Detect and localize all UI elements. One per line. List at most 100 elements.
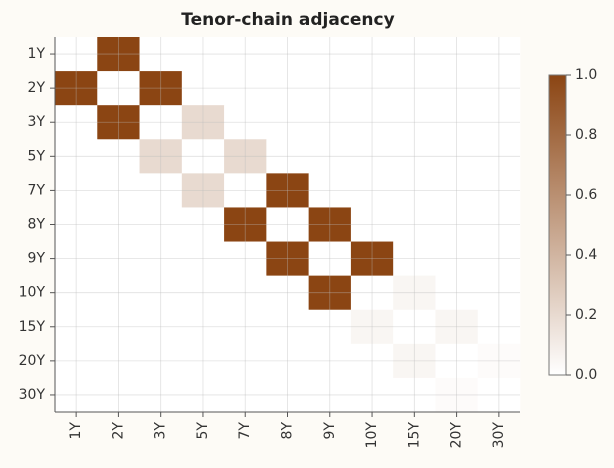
y-tick-label: 3Y <box>28 114 46 130</box>
heatmap-cell <box>308 173 352 208</box>
heatmap-cell <box>435 309 479 345</box>
heatmap-cell <box>393 139 436 174</box>
x-tick-label: 20Y <box>449 422 465 449</box>
heatmap-cell <box>224 71 267 106</box>
heatmap-cell <box>393 275 436 311</box>
heatmap-cell <box>139 37 183 72</box>
heatmap-cell <box>435 173 479 208</box>
heatmap-cell <box>350 71 394 106</box>
heatmap-cell <box>97 275 140 311</box>
heatmap-cell <box>350 139 394 174</box>
heatmap-cell <box>435 37 479 72</box>
heatmap-cell <box>97 173 140 208</box>
heatmap-cell <box>139 309 183 345</box>
heatmap-cell <box>55 377 98 413</box>
x-tick-label: 7Y <box>237 422 253 440</box>
heatmap-cell <box>393 207 436 242</box>
y-tick-label: 9Y <box>28 251 46 267</box>
heatmap-cell <box>139 173 183 208</box>
heatmap-cell <box>55 207 98 242</box>
heatmap-cell <box>477 207 521 242</box>
heatmap-cell <box>55 275 98 311</box>
x-tick-label: 2Y <box>110 422 126 440</box>
colorbar-tick-label: 0.4 <box>575 247 597 263</box>
x-tick-label: 15Y <box>406 422 422 449</box>
heatmap-cell <box>97 139 140 174</box>
x-tick-label: 10Y <box>364 422 380 449</box>
heatmap-cell <box>435 275 479 311</box>
heatmap-cell <box>350 343 394 379</box>
heatmap-cell <box>350 377 394 413</box>
heatmap-cell <box>393 173 436 208</box>
heatmap-cell <box>477 139 521 174</box>
heatmap-cell <box>477 173 521 208</box>
heatmap-cell <box>266 139 309 174</box>
heatmap-cell <box>55 241 98 276</box>
heatmap-cell <box>181 71 225 106</box>
heatmap-cell <box>224 105 267 140</box>
y-tick-label: 7Y <box>28 182 46 198</box>
heatmap-cell <box>393 377 436 413</box>
heatmap-cell <box>139 105 183 140</box>
heatmap-cell <box>139 275 183 311</box>
colorbar-tick-label: 0.6 <box>575 187 597 203</box>
heatmap-cell <box>308 343 352 379</box>
heatmap-cell <box>308 207 352 242</box>
colorbar-tick-label: 0.0 <box>575 367 597 383</box>
heatmap-cell <box>97 377 140 413</box>
x-tick-label: 9Y <box>322 422 338 440</box>
heatmap-cell <box>181 105 225 140</box>
x-tick-label: 5Y <box>195 422 211 440</box>
heatmap-cell <box>139 343 183 379</box>
heatmap-cell <box>181 275 225 311</box>
heatmap-cell <box>181 343 225 379</box>
heatmap-cell <box>308 241 352 276</box>
heatmap-cell <box>224 309 267 345</box>
chart-title: Tenor-chain adjacency <box>181 10 394 30</box>
heatmap-cell <box>477 343 521 379</box>
heatmap-cell <box>55 105 98 140</box>
y-tick-label: 30Y <box>19 387 46 403</box>
heatmap-cell <box>181 37 225 72</box>
heatmap-cell <box>393 241 436 276</box>
heatmap-cell <box>308 377 352 413</box>
x-tick-label: 1Y <box>68 422 84 440</box>
heatmap-cell <box>308 105 352 140</box>
heatmap-cell <box>224 207 267 242</box>
heatmap-cell <box>477 37 521 72</box>
heatmap-cell <box>181 173 225 208</box>
heatmap-cell <box>477 241 521 276</box>
heatmap-cell <box>435 343 479 379</box>
heatmap-cell <box>97 343 140 379</box>
heatmap-cell <box>181 377 225 413</box>
heatmap-cell <box>350 275 394 311</box>
heatmap-cell <box>181 139 225 174</box>
heatmap-cell <box>266 105 309 140</box>
heatmap-cell <box>350 309 394 345</box>
heatmap-cell <box>55 173 98 208</box>
y-tick-label: 15Y <box>19 319 46 335</box>
colorbar <box>548 74 567 376</box>
heatmap-cell <box>224 343 267 379</box>
heatmap-cell <box>181 309 225 345</box>
colorbar-tick-label: 1.0 <box>575 67 597 83</box>
heatmap-cell <box>266 207 309 242</box>
heatmap-cell <box>266 37 309 72</box>
heatmap-cell <box>266 309 309 345</box>
heatmap-cell <box>224 377 267 413</box>
heatmap-cell <box>435 377 479 413</box>
heatmap-cell <box>350 241 394 276</box>
y-tick-label: 20Y <box>19 353 46 369</box>
heatmap-cell <box>55 343 98 379</box>
heatmap-cell <box>477 71 521 106</box>
heatmap-cell <box>97 37 140 72</box>
heatmap-cell <box>350 105 394 140</box>
heatmap-cell <box>139 377 183 413</box>
heatmap-cell <box>266 343 309 379</box>
heatmap-cell <box>55 71 98 106</box>
heatmap-cell <box>308 37 352 72</box>
heatmap-cell <box>393 37 436 72</box>
heatmap-cell <box>435 241 479 276</box>
heatmap-cell <box>139 139 183 174</box>
